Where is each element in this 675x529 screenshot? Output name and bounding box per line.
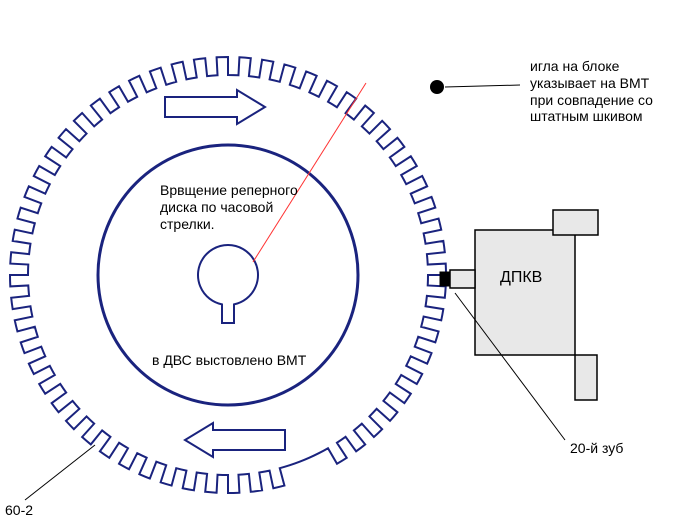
sensor-tip	[440, 272, 450, 286]
leader-needle-annotation	[445, 85, 520, 87]
diagram-stage: игла на блоке указывает на ВМТ при совпа…	[0, 0, 675, 529]
rotation-annotation: Врвщение реперного диска по часовой стре…	[160, 182, 298, 232]
sensor-body	[475, 230, 575, 355]
tooth-20-label: 20-й зуб	[570, 440, 623, 457]
trigger-wheel	[10, 57, 446, 493]
spec-60-2-label: 60-2	[5, 502, 33, 519]
bmt-annotation: в ДВС выстовлено ВМТ	[152, 352, 306, 369]
sensor-label: ДПКВ	[500, 268, 542, 287]
leader-60-2	[25, 445, 95, 500]
sensor-stem	[575, 355, 597, 400]
tdc-needle-dot-icon	[430, 80, 444, 94]
needle-annotation: игла на блоке указывает на ВМТ при совпа…	[530, 58, 653, 125]
rotation-arrow	[165, 90, 265, 124]
rotation-arrow	[185, 423, 285, 457]
needle-pointer-line	[253, 83, 366, 262]
hub-keyway	[198, 245, 258, 323]
sensor-nose	[450, 270, 475, 288]
sensor-connector	[553, 210, 598, 235]
